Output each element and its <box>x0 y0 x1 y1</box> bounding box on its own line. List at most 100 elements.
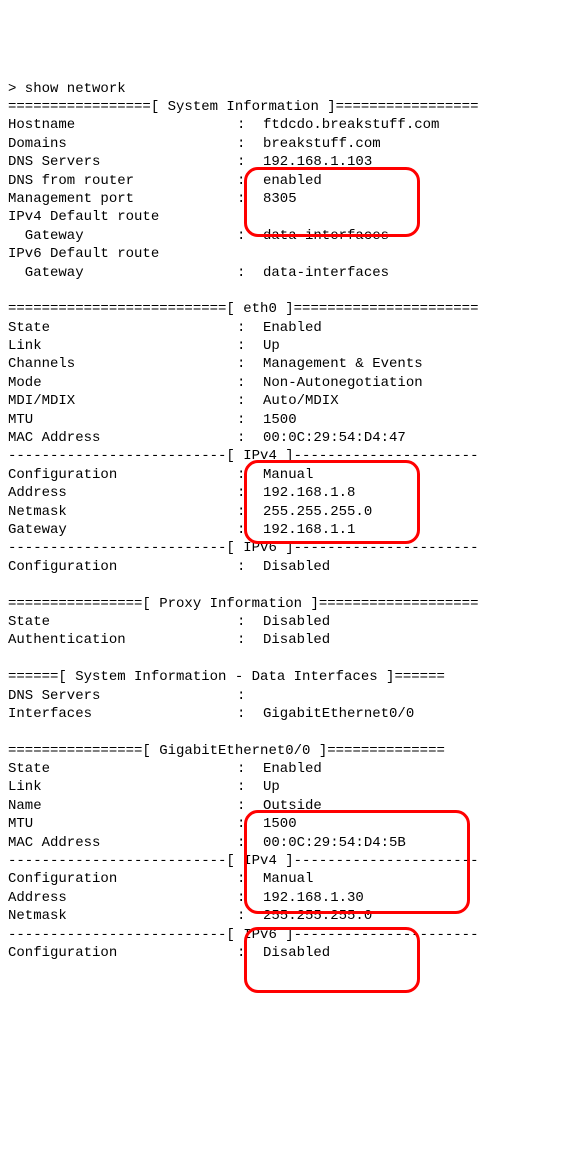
separator: : <box>237 631 245 649</box>
output-line: Management port:8305 <box>8 190 555 208</box>
output-line: Interfaces: GigabitEthernet0/0 <box>8 705 555 723</box>
field-value: 1500 <box>263 411 297 429</box>
separator: : <box>237 705 245 723</box>
field-value: 255.255.255.0 <box>263 503 372 521</box>
field-label: Management port <box>8 191 134 207</box>
separator: : <box>237 411 245 429</box>
separator: : <box>237 429 245 447</box>
field-label: Name <box>8 798 42 814</box>
output-line: Hostname:ftdcdo.breakstuff.com <box>8 116 555 134</box>
output-line: Gateway:data-interfaces <box>8 264 555 282</box>
field-label: DNS Servers <box>8 154 100 170</box>
output-line: Mode:Non-Autonegotiation <box>8 374 555 392</box>
output-line: Link: Up <box>8 778 555 796</box>
field-label: Link <box>8 779 42 795</box>
field-value: Management & Events <box>263 355 423 373</box>
output-line: Link:Up <box>8 337 555 355</box>
field-value: 255.255.255.0 <box>263 907 372 925</box>
field-label: Interfaces <box>8 706 92 722</box>
field-value: Disabled <box>263 558 330 576</box>
separator: : <box>237 337 245 355</box>
section-header-gig00: ================[ GigabitEthernet0/0 ]==… <box>8 742 555 760</box>
field-value: Outside <box>263 797 322 815</box>
field-label: DNS from router <box>8 173 134 189</box>
field-label: Configuration <box>8 945 117 961</box>
field-value: 192.168.1.103 <box>263 153 372 171</box>
output-line: MTU:1500 <box>8 411 555 429</box>
field-value: GigabitEthernet0/0 <box>263 705 414 723</box>
output-line: MDI/MDIX:Auto/MDIX <box>8 392 555 410</box>
field-label: State <box>8 320 50 336</box>
field-label: State <box>8 761 50 777</box>
separator: : <box>237 319 245 337</box>
output-line: Gateway:192.168.1.1 <box>8 521 555 539</box>
subsection-header-ipv4: --------------------------[ IPv4 ]------… <box>8 852 555 870</box>
output-line: State:Disabled <box>8 613 555 631</box>
field-label: Hostname <box>8 117 75 133</box>
output-line: Address:192.168.1.30 <box>8 889 555 907</box>
field-label: DNS Servers <box>8 688 100 704</box>
field-label: Gateway <box>8 228 84 244</box>
separator: : <box>237 355 245 373</box>
field-label: Address <box>8 485 67 501</box>
output-line: Gateway: data-interfaces <box>8 227 555 245</box>
separator: : <box>237 190 245 208</box>
field-label: MDI/MDIX <box>8 393 75 409</box>
field-value: 192.168.1.1 <box>263 521 355 539</box>
section-header-sysinfo-data: ======[ System Information - Data Interf… <box>8 668 555 686</box>
output-line: Configuration:Manual <box>8 466 555 484</box>
output-line: Domains:breakstuff.com <box>8 135 555 153</box>
separator: : <box>237 613 245 631</box>
separator: : <box>237 834 245 852</box>
field-label: Configuration <box>8 467 117 483</box>
separator: : <box>237 944 245 962</box>
field-label: State <box>8 614 50 630</box>
field-label: Address <box>8 890 67 906</box>
separator: : <box>237 227 245 245</box>
field-label: IPv4 Default route <box>8 208 555 226</box>
separator: : <box>237 815 245 833</box>
field-label: MTU <box>8 816 33 832</box>
separator: : <box>237 153 245 171</box>
blank-line <box>8 723 555 741</box>
field-value: enabled <box>263 172 322 190</box>
field-label: Netmask <box>8 504 67 520</box>
blank-line <box>8 650 555 668</box>
separator: : <box>237 797 245 815</box>
blank-line <box>8 282 555 300</box>
field-value: Manual <box>263 870 313 888</box>
separator: : <box>237 558 245 576</box>
output-line: Authentication:Disabled <box>8 631 555 649</box>
field-value: Up <box>263 778 280 796</box>
field-value: Manual <box>263 466 313 484</box>
separator: : <box>237 687 245 705</box>
separator: : <box>237 778 245 796</box>
output-line: State:Enabled <box>8 760 555 778</box>
output-line: Netmask:255.255.255.0 <box>8 503 555 521</box>
separator: : <box>237 907 245 925</box>
separator: : <box>237 503 245 521</box>
field-value: ftdcdo.breakstuff.com <box>263 116 439 134</box>
blank-line <box>8 576 555 594</box>
output-line: Configuration:Disabled <box>8 558 555 576</box>
command-prompt: > show network <box>8 80 555 98</box>
field-value: Enabled <box>263 319 322 337</box>
field-value: data-interfaces <box>263 227 389 245</box>
separator: : <box>237 760 245 778</box>
output-line: State: Enabled <box>8 319 555 337</box>
output-line: MAC Address:00:0C:29:54:D4:47 <box>8 429 555 447</box>
output-line: MTU:1500 <box>8 815 555 833</box>
separator: : <box>237 484 245 502</box>
field-label: Netmask <box>8 908 67 924</box>
field-label: MTU <box>8 412 33 428</box>
field-value: Non-Autonegotiation <box>263 374 423 392</box>
separator: : <box>237 870 245 888</box>
field-value: 192.168.1.8 <box>263 484 355 502</box>
output-line: Name: Outside <box>8 797 555 815</box>
terminal-output: > show network=================[ System … <box>8 80 555 963</box>
section-header-eth0: ==========================[ eth0 ]======… <box>8 300 555 318</box>
output-line: DNS Servers:192.168.1.103 <box>8 153 555 171</box>
output-line: Netmask:255.255.255.0 <box>8 907 555 925</box>
output-line: Configuration:Manual <box>8 870 555 888</box>
field-label: Channels <box>8 356 75 372</box>
